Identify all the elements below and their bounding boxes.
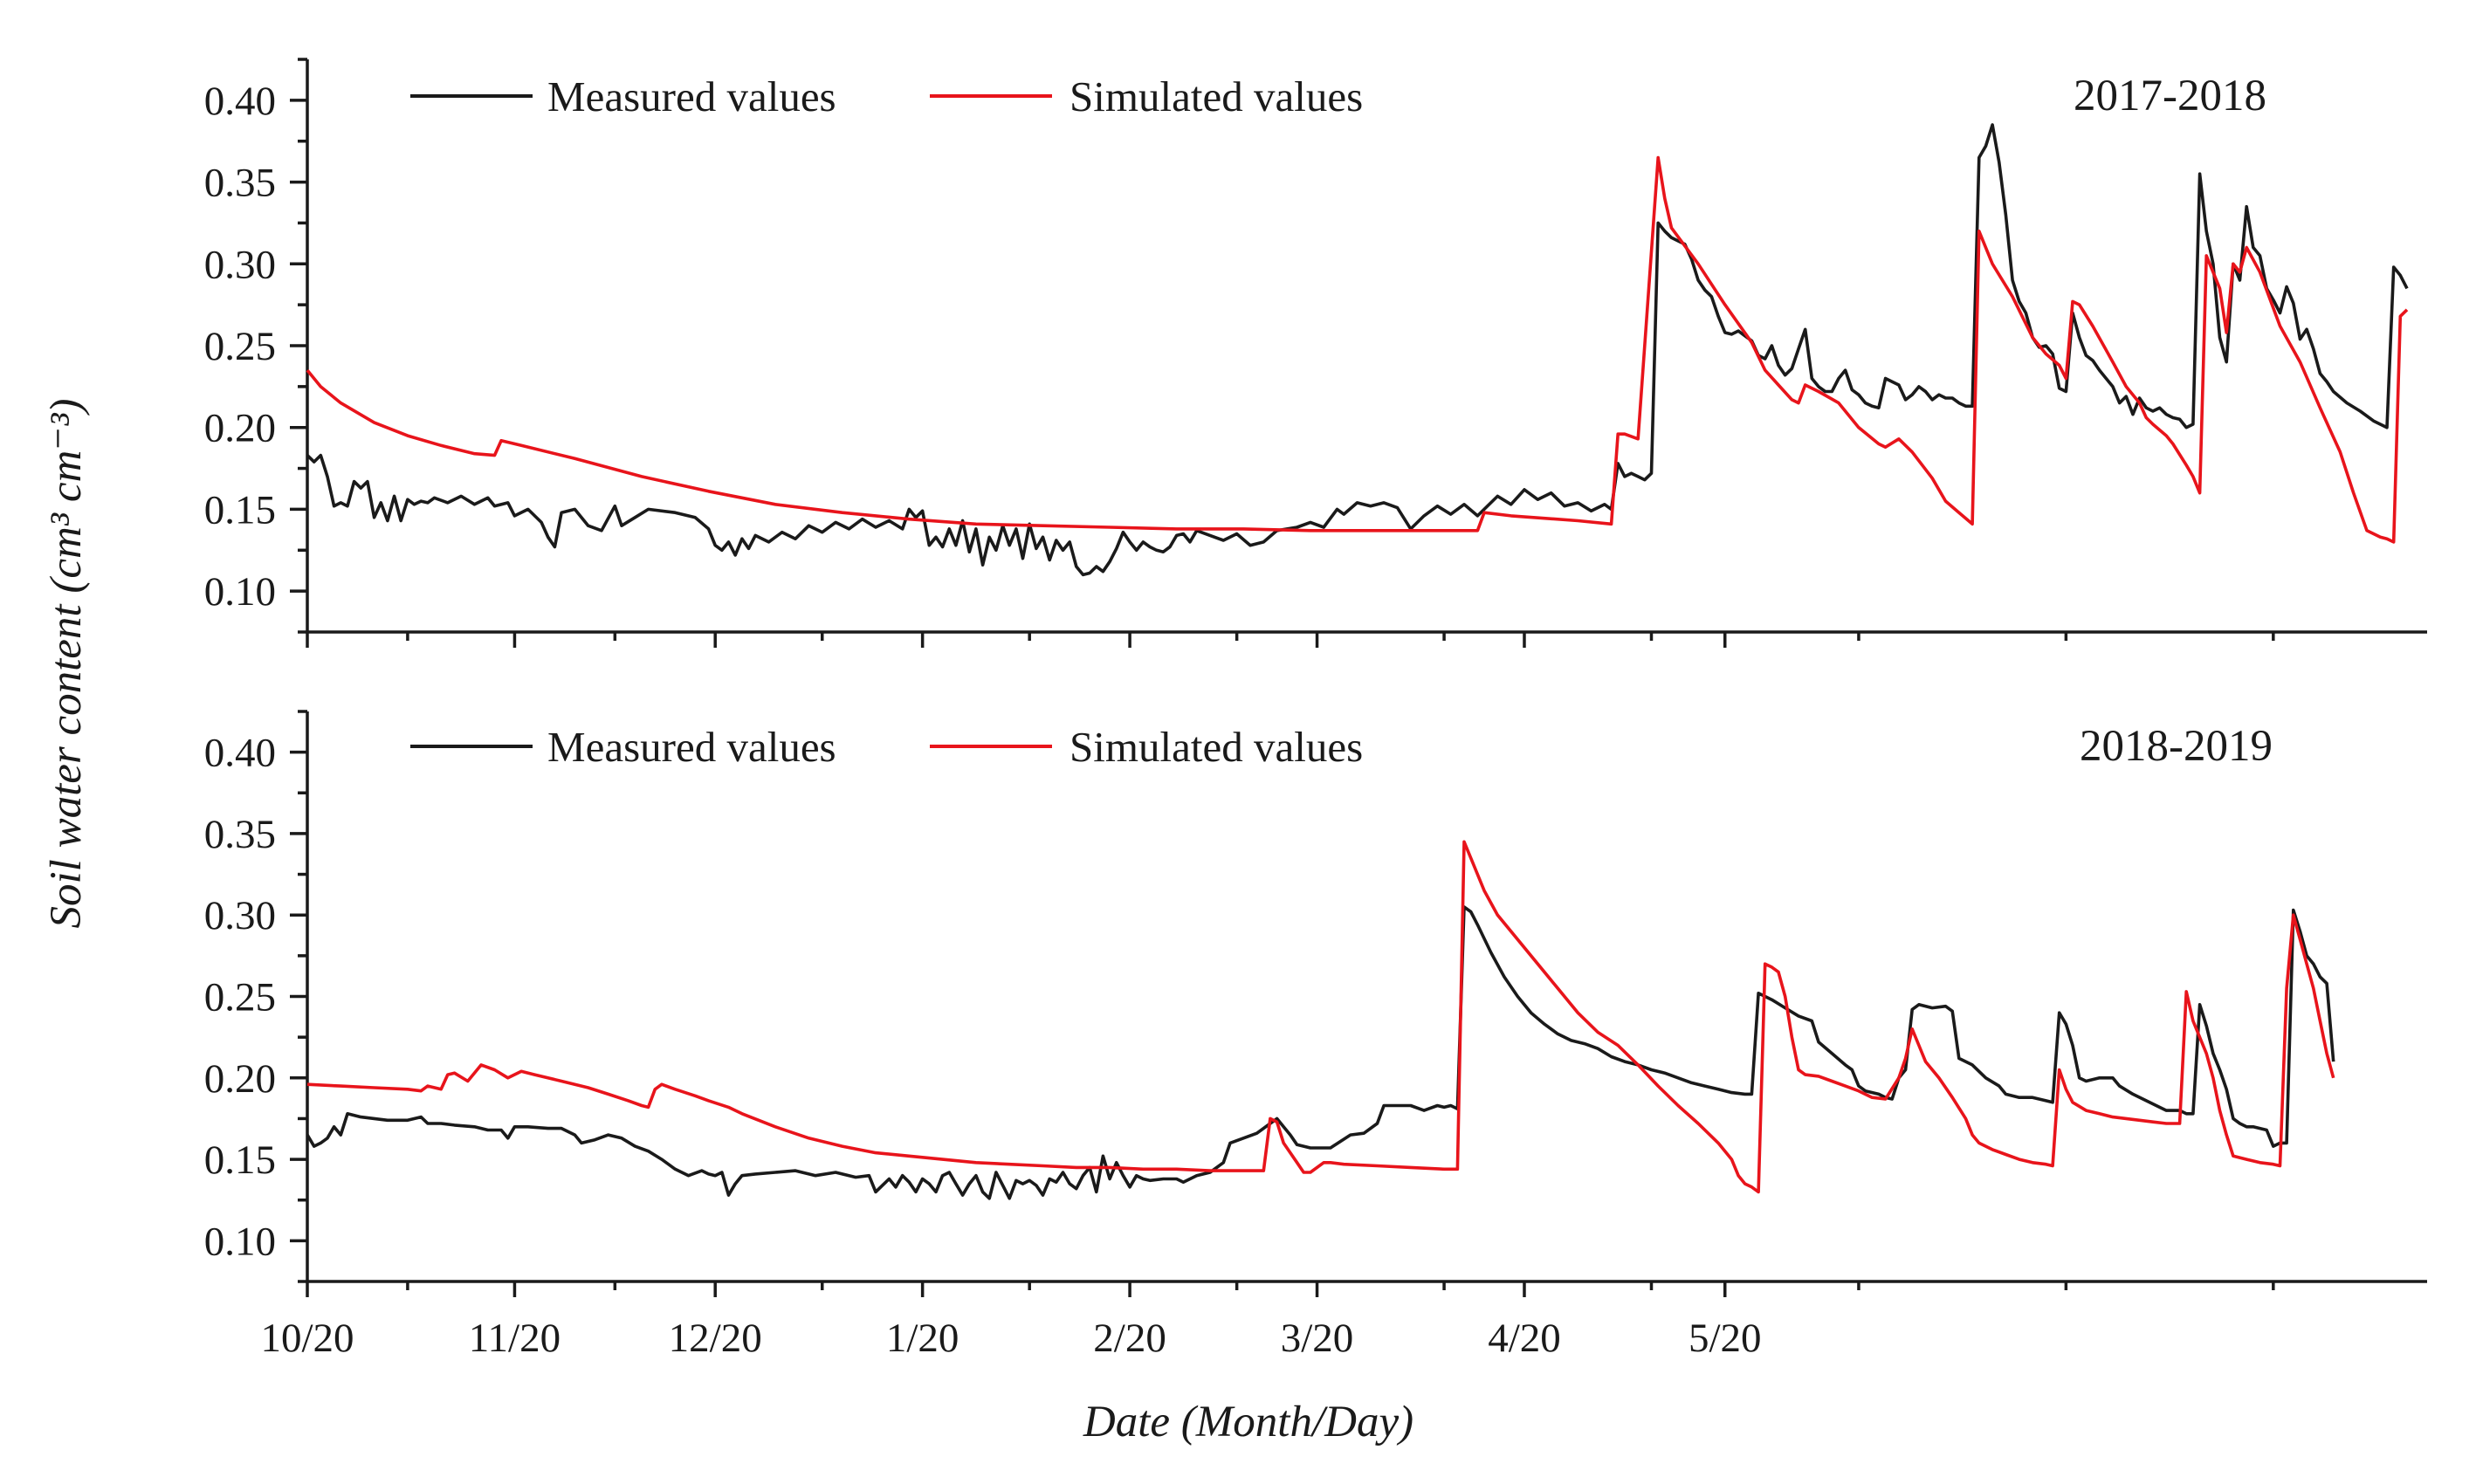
panel2-ticks [290, 710, 2275, 1297]
panel1-series-measured [306, 123, 2409, 577]
panel-2017-2018: 0.10 0.15 0.20 0.25 0.30 0.35 0.40 Measured va… [204, 58, 2427, 648]
x-tick-label: 12/20 [669, 1316, 762, 1361]
y-tick-label: 0.30 [204, 893, 276, 938]
y-tick-label: 0.30 [204, 242, 276, 287]
x-tick-label: 1/20 [886, 1316, 959, 1361]
panel2-series-simulated [306, 840, 2335, 1194]
x-tick-labels: 10/20 11/20 12/20 1/20 2/20 3/20 4/20 5/20 [260, 1316, 1761, 1361]
y-tick-label: 0.10 [204, 569, 276, 615]
y-tick-label: 0.35 [204, 812, 276, 857]
y-axis-title: Soil water content (cm³ cm⁻³) [42, 398, 91, 928]
panel2-tick-labels: 0.10 0.15 0.20 0.25 0.30 0.35 0.40 [204, 731, 276, 1265]
panel2-year-label: 2018-2019 [2080, 722, 2273, 771]
x-axis-title: Date (Month/Day) [1083, 1398, 1413, 1446]
panel1-legend: Measured values Simulated values [410, 72, 1363, 120]
panel1-legend-measured-label: Measured values [547, 72, 836, 120]
panel1-legend-simulated-label: Simulated values [1069, 72, 1363, 120]
y-tick-label: 0.25 [204, 975, 276, 1020]
y-tick-label: 0.20 [204, 406, 276, 451]
panel2-legend-simulated-label: Simulated values [1069, 723, 1363, 771]
x-tick-label: 3/20 [1281, 1316, 1354, 1361]
panel2-axes [306, 711, 2427, 1283]
panel2-series-measured [306, 905, 2335, 1200]
y-tick-label: 0.15 [204, 1137, 276, 1183]
y-tick-label: 0.35 [204, 161, 276, 206]
x-tick-label: 2/20 [1093, 1316, 1166, 1361]
y-tick-label: 0.15 [204, 487, 276, 532]
y-tick-label: 0.40 [204, 79, 276, 124]
y-tick-label: 0.20 [204, 1056, 276, 1102]
panel-2018-2019: 0.10 0.15 0.20 0.25 0.30 0.35 0.40 Measured va… [204, 710, 2427, 1297]
y-tick-label: 0.25 [204, 324, 276, 369]
x-tick-label: 5/20 [1688, 1316, 1762, 1361]
x-tick-label: 10/20 [260, 1316, 354, 1361]
panel2-legend-measured-label: Measured values [547, 723, 836, 771]
panel1-year-label: 2017-2018 [2074, 72, 2266, 120]
y-tick-label: 0.40 [204, 731, 276, 776]
y-tick-label: 0.10 [204, 1219, 276, 1264]
x-tick-label: 11/20 [469, 1316, 561, 1361]
panel1-axes [306, 59, 2427, 634]
panel2-legend: Measured values Simulated values [410, 723, 1363, 771]
panel1-series-simulated [306, 155, 2409, 544]
panel1-ticks [290, 58, 2275, 648]
panel1-tick-labels: 0.10 0.15 0.20 0.25 0.30 0.35 0.40 [204, 79, 276, 615]
x-tick-label: 4/20 [1488, 1316, 1561, 1361]
